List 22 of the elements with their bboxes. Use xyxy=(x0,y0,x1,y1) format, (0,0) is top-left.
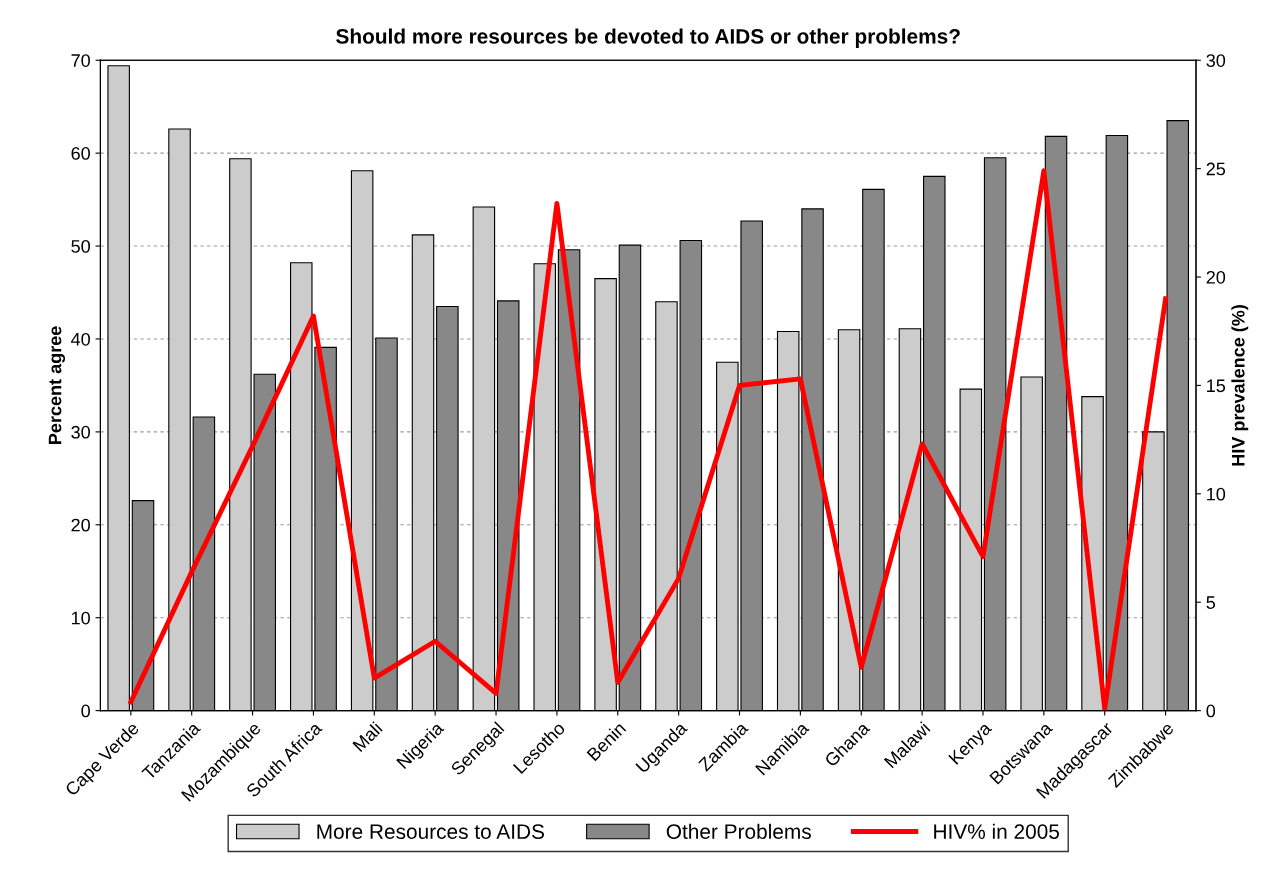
y-tick-label: 50 xyxy=(71,240,90,253)
legend-label: Other Problems xyxy=(666,823,811,839)
y-tick-label: 60 xyxy=(71,147,90,160)
y-tick-label: 40 xyxy=(71,332,90,346)
legend-label: HIV% in 2005 xyxy=(934,823,1060,839)
y2-axis-title: HIV prevalence (%) xyxy=(1231,305,1249,466)
y2-tick-label: 5 xyxy=(1206,596,1216,609)
chart-title: Should more resources be devoted to AIDS or other problems? xyxy=(336,28,960,48)
y2-tick-label: 15 xyxy=(1207,379,1226,393)
y2-tick-label: 20 xyxy=(1206,270,1226,284)
y-tick-label: 70 xyxy=(71,54,90,67)
legend-label: More Resources to AIDS xyxy=(317,824,545,839)
y2-tick-label: 10 xyxy=(1207,487,1226,501)
y-tick-label: 20 xyxy=(71,518,90,532)
y-tick-label: 10 xyxy=(71,611,90,625)
y2-tick-label: 0 xyxy=(1206,704,1216,718)
y2-tick-label: 25 xyxy=(1206,162,1226,176)
line-series xyxy=(128,168,1169,711)
y-axis-title: Percent agree xyxy=(48,326,66,444)
y-tick-label: 0 xyxy=(81,704,90,718)
y-tick-label: 30 xyxy=(71,425,90,439)
y2-tick-label: 30 xyxy=(1206,54,1226,67)
